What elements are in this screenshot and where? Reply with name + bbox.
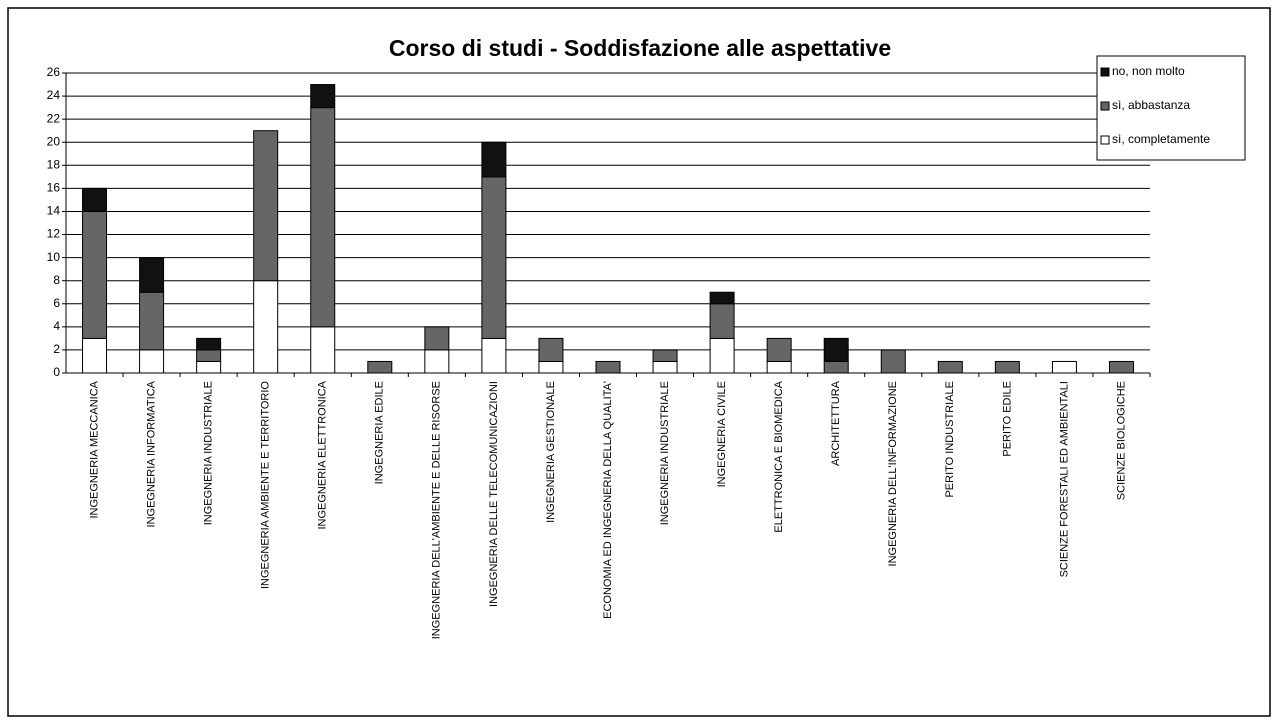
- x-tick-label: ECONOMIA ED INGEGNERIA DELLA QUALITA': [602, 381, 614, 619]
- bar-segment: [595, 360, 621, 374]
- bar-segment: [709, 303, 735, 339]
- bar-segment: [139, 257, 165, 293]
- bar-segment: [481, 141, 507, 178]
- x-tick-label: SCIENZE BIOLOGICHE: [1115, 381, 1127, 500]
- bar-segment: [367, 360, 393, 374]
- x-tick-label: PERITO INDUSTRIALE: [944, 381, 956, 498]
- bar-segment: [481, 176, 507, 339]
- x-tick-label: INGEGNERIA EDILE: [374, 381, 386, 484]
- legend-swatch: [1100, 101, 1110, 111]
- bar-segment: [937, 360, 963, 374]
- x-tick-label: INGEGNERIA INFORMATICA: [145, 380, 157, 527]
- bar-segment: [196, 360, 222, 374]
- bar-segment: [1051, 360, 1077, 374]
- x-tick-label: SCIENZE FORESTALI ED AMBIENTALI: [1058, 381, 1070, 577]
- y-tick-label: 26: [47, 65, 61, 79]
- y-tick-label: 6: [53, 296, 60, 310]
- bar-segment: [766, 337, 792, 362]
- x-tick-label: INGEGNERIA INDUSTRIALE: [659, 381, 671, 525]
- x-tick-label: INGEGNERIA DELL'AMBIENTE E DELLE RISORSE: [431, 381, 443, 639]
- x-tick-label: INGEGNERIA CIVILE: [716, 381, 728, 487]
- legend-label: sì, completamente: [1112, 132, 1210, 146]
- bar-segment: [253, 130, 279, 282]
- chart-title: Corso di studi - Soddisfazione alle aspe…: [389, 35, 891, 61]
- bar-segment: [82, 187, 108, 212]
- bar-segment: [481, 337, 507, 374]
- bar-segment: [82, 337, 108, 374]
- y-tick-label: 10: [47, 250, 61, 264]
- x-tick-label: INGEGNERIA MECCANICA: [88, 380, 100, 518]
- y-tick-label: 20: [47, 134, 61, 148]
- bar-segment: [652, 360, 678, 374]
- x-tick-label: INGEGNERIA ELETTRONICA: [317, 380, 329, 529]
- x-tick-label: INGEGNERIA GESTIONALE: [545, 381, 557, 523]
- bar-segment: [424, 349, 450, 374]
- x-tick-label: ELETTRONICA E BIOMEDICA: [773, 380, 785, 532]
- x-tick-label: PERITO EDILE: [1001, 381, 1013, 457]
- y-tick-label: 12: [47, 227, 61, 241]
- bar-segment: [823, 360, 849, 374]
- legend-swatch: [1100, 67, 1110, 77]
- bar-segment: [196, 337, 222, 351]
- y-tick-label: 8: [53, 273, 60, 287]
- y-tick-label: 18: [47, 157, 61, 171]
- legend-box: [1096, 55, 1246, 161]
- x-tick-label: INGEGNERIA DELL'INFORMAZIONE: [887, 381, 899, 566]
- bar-segment: [823, 337, 849, 362]
- bar-segment: [709, 337, 735, 374]
- y-tick-label: 0: [53, 365, 60, 379]
- y-tick-label: 22: [47, 111, 61, 125]
- bar-segment: [424, 326, 450, 351]
- bar-segment: [880, 349, 906, 374]
- bar-segment: [139, 349, 165, 374]
- y-tick-label: 4: [53, 319, 60, 333]
- bar-segment: [310, 84, 336, 109]
- x-tick-label: INGEGNERIA INDUSTRIALE: [203, 381, 215, 525]
- bar-segment: [82, 210, 108, 339]
- bar-segment: [310, 326, 336, 374]
- y-tick-label: 14: [47, 204, 61, 218]
- bar-segment: [196, 349, 222, 362]
- bar-segment: [139, 291, 165, 351]
- bar-segment: [538, 337, 564, 362]
- bar-segment: [766, 360, 792, 374]
- bar-segment: [253, 280, 279, 374]
- bar-segment: [994, 360, 1020, 374]
- bar-segment: [709, 291, 735, 305]
- legend-label: sì, abbastanza: [1112, 98, 1190, 112]
- bar-segment: [1108, 360, 1134, 374]
- legend-label: no, non molto: [1112, 64, 1185, 78]
- y-tick-label: 16: [47, 181, 61, 195]
- bar-segment: [538, 360, 564, 374]
- bar-segment: [310, 107, 336, 328]
- x-tick-label: ARCHITETTURA: [830, 380, 842, 466]
- y-tick-label: 2: [53, 342, 60, 356]
- x-tick-label: INGEGNERIA AMBIENTE E TERRITORIO: [260, 381, 272, 589]
- y-tick-label: 24: [47, 88, 61, 102]
- legend-swatch: [1100, 135, 1110, 145]
- x-tick-label: INGEGNERIA DELLE TELECOMUNICAZIONI: [488, 381, 500, 607]
- bar-segment: [652, 349, 678, 362]
